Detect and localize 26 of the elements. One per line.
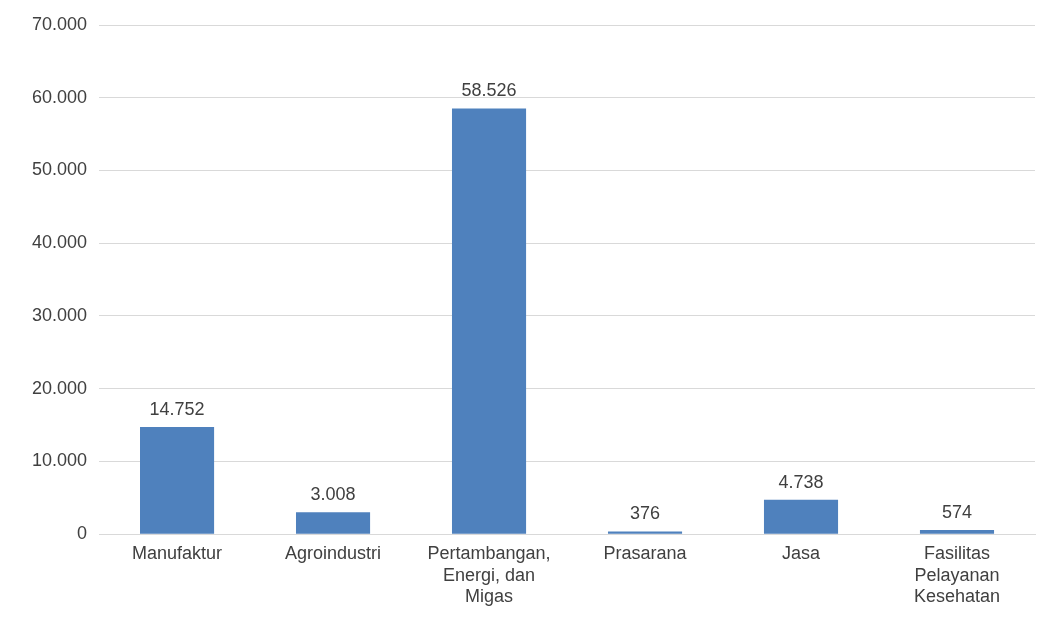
- data-label: 574: [941, 501, 973, 522]
- y-tick-label: 50.000: [31, 159, 88, 180]
- y-tick-label: 0: [77, 523, 88, 544]
- data-label: 3.008: [310, 484, 356, 505]
- data-label: 376: [630, 503, 661, 524]
- bar: [451, 108, 527, 534]
- y-tick-label: 10.000: [31, 450, 88, 471]
- y-tick-label: 30.000: [31, 304, 88, 325]
- data-label: 58.526: [461, 80, 517, 101]
- y-tick-label: 20.000: [31, 377, 88, 398]
- data-label: 4.738: [778, 471, 824, 492]
- bar: [763, 499, 839, 534]
- x-tick-label: Pertambangan, Energi, dan Migas: [427, 542, 551, 607]
- x-tick-label: Fasilitas Pelayanan Kesehatan: [913, 542, 1001, 607]
- bar: [140, 426, 215, 534]
- y-tick-label: 40.000: [31, 232, 88, 253]
- x-tick-label: Manufaktur: [132, 542, 223, 563]
- x-tick-label: Prasarana: [603, 542, 688, 563]
- bar: [295, 512, 371, 534]
- x-tick-label: Agroindustri: [285, 542, 382, 563]
- data-label: 14.752: [149, 398, 205, 419]
- bar: [919, 530, 995, 534]
- y-tick-label: 60.000: [31, 86, 88, 107]
- bar: [607, 531, 683, 534]
- y-tick-label: 70.000: [31, 13, 88, 34]
- x-tick-label: Jasa: [782, 542, 822, 563]
